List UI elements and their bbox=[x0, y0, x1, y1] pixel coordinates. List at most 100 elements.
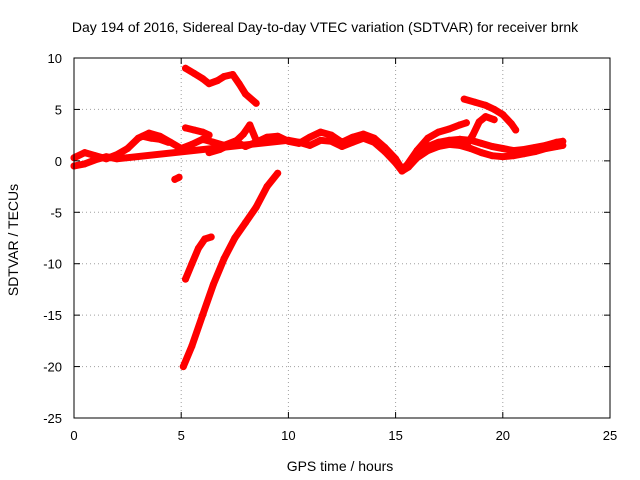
data-point bbox=[456, 141, 464, 149]
x-tick-label: 15 bbox=[388, 428, 402, 443]
data-point bbox=[462, 119, 470, 127]
data-point bbox=[295, 138, 303, 146]
data-point bbox=[220, 255, 228, 263]
data-point bbox=[214, 77, 222, 85]
data-point bbox=[507, 120, 515, 128]
x-tick-label: 25 bbox=[603, 428, 617, 443]
series-line bbox=[182, 233, 215, 283]
y-tick-label: -20 bbox=[43, 360, 62, 375]
series-track-night bbox=[139, 132, 172, 146]
data-point bbox=[435, 128, 442, 136]
data-point bbox=[542, 145, 550, 152]
data-point bbox=[242, 219, 249, 227]
data-point bbox=[274, 169, 282, 177]
y-tick-label: -15 bbox=[43, 308, 62, 323]
data-point bbox=[413, 147, 421, 155]
series-track-short bbox=[182, 233, 215, 283]
data-point bbox=[499, 153, 507, 161]
data-point bbox=[205, 80, 213, 88]
y-tick-label: -10 bbox=[43, 257, 62, 272]
series-line bbox=[139, 132, 172, 146]
series-track-isolated bbox=[171, 173, 183, 183]
data-point bbox=[209, 280, 217, 288]
y-tick-label: -5 bbox=[50, 205, 62, 220]
data-point bbox=[139, 132, 147, 140]
data-point bbox=[306, 141, 314, 149]
data-point bbox=[81, 160, 89, 168]
data-point bbox=[456, 121, 464, 129]
plot-frame bbox=[73, 57, 611, 419]
data-point bbox=[445, 125, 453, 133]
data-point bbox=[190, 126, 198, 134]
data-point bbox=[392, 159, 400, 167]
data-point bbox=[462, 141, 470, 149]
data-point bbox=[477, 139, 485, 147]
data-point bbox=[224, 141, 232, 149]
data-point bbox=[235, 80, 243, 88]
data-point bbox=[113, 155, 121, 163]
data-point bbox=[482, 101, 490, 109]
data-point bbox=[91, 156, 99, 164]
data-point bbox=[424, 134, 432, 142]
data-point bbox=[175, 173, 183, 181]
data-point bbox=[199, 135, 207, 143]
y-axis-label: SDTVAR / TECUs bbox=[5, 184, 21, 296]
data-point bbox=[381, 148, 389, 156]
series-track-high bbox=[182, 64, 260, 107]
data-point bbox=[490, 116, 498, 124]
data-point bbox=[359, 134, 367, 142]
series-track-low bbox=[70, 134, 567, 175]
data-point bbox=[445, 140, 453, 148]
data-point bbox=[205, 131, 213, 139]
data-point bbox=[194, 244, 202, 252]
data-point bbox=[229, 71, 237, 78]
data-point bbox=[124, 145, 132, 152]
data-point bbox=[460, 95, 468, 103]
data-point bbox=[338, 143, 346, 150]
data-point bbox=[531, 148, 539, 156]
data-point bbox=[512, 126, 520, 134]
data-point bbox=[552, 143, 560, 150]
x-tick-label: 20 bbox=[496, 428, 510, 443]
data-point bbox=[475, 118, 483, 126]
data-point bbox=[102, 153, 110, 161]
chart-title: Day 194 of 2016, Sidereal Day-to-day VTE… bbox=[72, 19, 579, 35]
data-point bbox=[239, 130, 247, 138]
data-point bbox=[469, 131, 477, 139]
data-point bbox=[188, 140, 196, 148]
data-point bbox=[201, 235, 209, 243]
data-point bbox=[520, 150, 528, 158]
data-point bbox=[424, 147, 432, 155]
y-tick-label: -25 bbox=[43, 411, 62, 426]
data-point bbox=[182, 275, 189, 283]
data-point bbox=[499, 145, 507, 152]
data-point bbox=[327, 137, 335, 145]
data-point bbox=[207, 233, 215, 241]
data-point bbox=[190, 69, 198, 77]
data-point bbox=[402, 162, 410, 170]
data-point bbox=[209, 138, 217, 146]
data-point bbox=[199, 75, 207, 83]
data-point bbox=[306, 133, 314, 141]
series-line bbox=[179, 169, 282, 371]
data-point bbox=[81, 149, 89, 157]
data-point bbox=[559, 141, 567, 149]
data-point bbox=[156, 135, 164, 143]
series-track-late-mid bbox=[462, 113, 498, 149]
data-point bbox=[182, 124, 189, 132]
data-point bbox=[216, 146, 224, 153]
grid bbox=[74, 58, 610, 418]
x-axis-label: GPS time / hours bbox=[287, 458, 394, 474]
data-point bbox=[188, 260, 196, 268]
data-point bbox=[488, 143, 496, 150]
data-point bbox=[456, 135, 464, 143]
data-point bbox=[317, 136, 325, 144]
data-point bbox=[370, 138, 378, 146]
data-point bbox=[263, 183, 271, 191]
data-point bbox=[477, 149, 485, 157]
data-point bbox=[435, 143, 442, 150]
series-line bbox=[182, 124, 213, 139]
series-track-rise bbox=[179, 169, 282, 371]
data-point bbox=[488, 152, 496, 160]
data-point bbox=[284, 136, 292, 144]
